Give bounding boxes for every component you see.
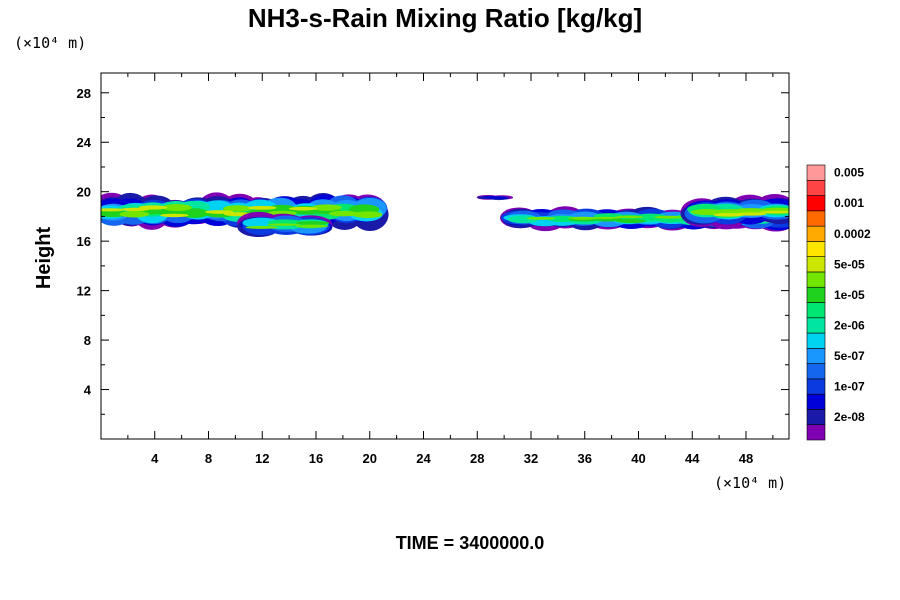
field-contour-cell (526, 216, 556, 220)
field-contour-cell (733, 208, 767, 214)
mixing-ratio-field (101, 192, 789, 238)
field-contour-cell (288, 206, 318, 211)
colorbar-segment (806, 225, 826, 242)
colorbar-label: 5e-07 (834, 349, 865, 363)
y-tick-label: 16 (77, 234, 91, 249)
x-tick-label: 8 (205, 451, 212, 466)
field-contour-cell (328, 210, 359, 217)
x-tick-label: 24 (416, 451, 431, 466)
colorbar-segment (806, 302, 826, 319)
field-contour-cell (734, 212, 767, 216)
field-contour-cell (267, 223, 301, 226)
field-contour-cell (162, 204, 192, 212)
x-tick-label: 28 (470, 451, 484, 466)
colorbar-label: 1e-07 (834, 380, 865, 394)
colorbar-segment (806, 409, 826, 426)
colorbar-segment (806, 271, 826, 288)
colorbar: 2e-08 1e-07 5e-07 2e-06 1e-05 5e-05 0.0002 0.00… (806, 164, 871, 441)
field-contour-cell (295, 224, 329, 228)
field-contour-cell (222, 205, 253, 212)
y-axis-unit: (×10⁴ m) (14, 34, 86, 52)
field-contour-cell (312, 204, 342, 211)
plot-frame (100, 72, 790, 440)
y-axis-label: Height (33, 227, 55, 290)
colorbar-segment (806, 179, 826, 196)
field-contour-cell (759, 210, 789, 214)
colorbar-segment (806, 378, 826, 395)
field-layer (101, 192, 789, 238)
colorbar-segment (806, 241, 826, 257)
field-contour-cell (352, 211, 383, 219)
field-contour-cell (654, 215, 684, 219)
y-tick-label: 12 (77, 284, 91, 299)
colorbar-segment (806, 210, 826, 227)
x-tick-label: 16 (309, 451, 323, 466)
field-contour-cell (489, 196, 509, 200)
colorbar-label: 1e-05 (834, 288, 865, 302)
field-contour-cell (568, 216, 598, 220)
x-tick-label: 20 (363, 451, 377, 466)
time-label: TIME = 3400000.0 (396, 533, 545, 553)
y-tick-label: 8 (84, 333, 91, 348)
colorbar-segment (806, 256, 826, 273)
field-contour-cell (204, 210, 234, 214)
x-tick-label: 36 (578, 451, 592, 466)
colorbar-segment (806, 363, 826, 380)
field-contour-cell (101, 208, 125, 212)
colorbar-label: 2e-08 (834, 410, 865, 424)
colorbar-segment (806, 348, 826, 364)
colorbar-label: 0.0002 (834, 227, 871, 241)
x-tick-label: 12 (255, 451, 269, 466)
colorbar-segment (806, 393, 826, 410)
y-tick-label: 24 (77, 135, 92, 150)
x-tick-label: 32 (524, 451, 538, 466)
colorbar-segment (806, 164, 826, 181)
field-contour-cell (160, 213, 189, 218)
field-contour-cell (138, 205, 168, 210)
x-tick-label: 44 (685, 451, 700, 466)
colorbar-segment (806, 317, 826, 334)
x-tick-label: 4 (151, 451, 159, 466)
chart-title: NH3-s-Rain Mixing Ratio [kg/kg] (248, 3, 642, 33)
colorbar-label: 2e-06 (834, 318, 865, 332)
field-contour-cell (247, 205, 277, 210)
colorbar-segment (806, 332, 826, 349)
y-tick-label: 28 (77, 86, 91, 101)
field-contour-cell (590, 216, 620, 219)
colorbar-label: 5e-05 (834, 257, 865, 271)
x-tick-label: 48 (739, 451, 753, 466)
field-contour-cell (295, 221, 330, 225)
field-contour-cell (616, 218, 647, 224)
colorbar-label: 0.005 (834, 166, 864, 180)
colorbar-label: 0.001 (834, 196, 864, 210)
y-tick-label: 20 (77, 185, 91, 200)
x-tick-label: 40 (631, 451, 645, 466)
colorbar-segment (806, 195, 826, 212)
x-axis-unit: (×10⁴ m) (714, 474, 786, 492)
colorbar-segment (806, 286, 826, 303)
colorbar-segment (806, 424, 826, 441)
y-tick-label: 4 (84, 383, 92, 398)
field-contour-cell (119, 211, 150, 218)
field-contour-cell (614, 215, 644, 219)
field-contour-cell (245, 225, 278, 229)
